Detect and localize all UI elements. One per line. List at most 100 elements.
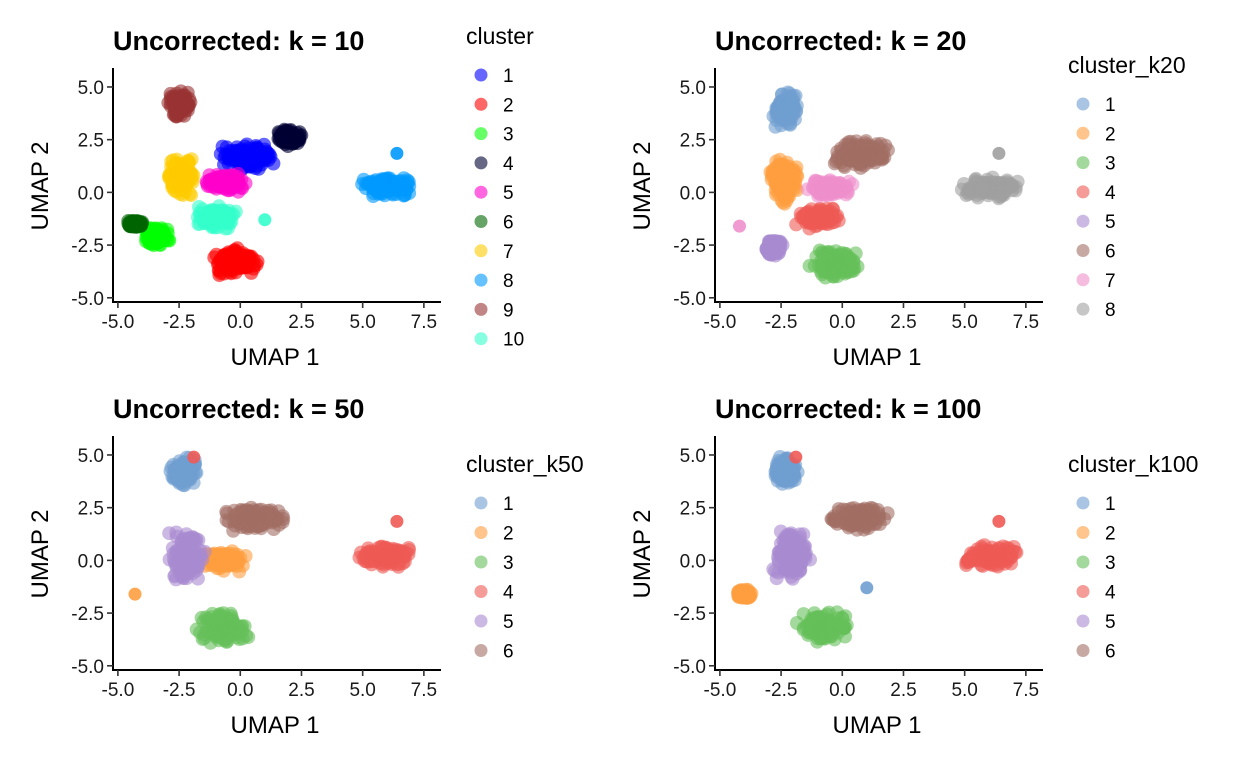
legend-label: 7 bbox=[503, 242, 514, 263]
legend-swatch bbox=[474, 614, 488, 628]
y-tick-label: 2.5 bbox=[78, 499, 104, 520]
data-point bbox=[864, 139, 879, 154]
cluster-points-3 bbox=[802, 243, 865, 285]
y-tick-label: 5.0 bbox=[78, 78, 104, 99]
legend-label: 6 bbox=[503, 213, 514, 234]
legend-swatch bbox=[474, 97, 488, 111]
y-tick-label: -5.0 bbox=[71, 657, 104, 678]
x-axis-title: UMAP 1 bbox=[231, 344, 320, 371]
legend-item-3: 3 bbox=[474, 125, 514, 146]
y-axis-title: UMAP 2 bbox=[27, 510, 54, 599]
legend-item-2: 2 bbox=[1076, 524, 1116, 545]
x-tick-label: -2.5 bbox=[765, 312, 798, 333]
outlier-point bbox=[390, 514, 404, 528]
data-point bbox=[732, 588, 747, 603]
data-point bbox=[839, 252, 854, 267]
data-point bbox=[252, 148, 267, 163]
y-tick-label: 2.5 bbox=[680, 131, 706, 152]
data-point bbox=[232, 564, 247, 579]
legend-title: cluster bbox=[466, 23, 534, 49]
cluster-points-4 bbox=[959, 538, 1024, 574]
data-point bbox=[221, 514, 236, 529]
legend-swatch bbox=[1076, 273, 1090, 287]
legend-swatch bbox=[1076, 526, 1090, 539]
data-point bbox=[176, 474, 191, 489]
scatter-points bbox=[731, 450, 1024, 649]
data-point bbox=[169, 529, 184, 544]
cluster-points-7 bbox=[800, 173, 860, 203]
legend-label: 8 bbox=[503, 271, 514, 292]
legend-item-4: 4 bbox=[1076, 183, 1116, 204]
chart-title: Uncorrected: k = 10 bbox=[113, 26, 364, 56]
data-point bbox=[826, 269, 841, 284]
cluster-points-3 bbox=[189, 606, 256, 650]
legend-label: 6 bbox=[1105, 642, 1116, 663]
data-point bbox=[819, 252, 834, 267]
x-axis-title: UMAP 1 bbox=[231, 712, 320, 739]
data-point bbox=[179, 158, 194, 173]
legend-item-2: 2 bbox=[474, 95, 514, 116]
legend-label: 2 bbox=[1105, 124, 1116, 145]
scatter-points bbox=[128, 450, 416, 650]
legend-item-4: 4 bbox=[1076, 583, 1116, 604]
data-point bbox=[129, 218, 143, 233]
x-tick-label: -5.0 bbox=[102, 312, 135, 333]
cluster-points-8 bbox=[355, 171, 417, 204]
data-point bbox=[777, 196, 792, 211]
legend-label: 9 bbox=[503, 300, 514, 321]
data-point bbox=[352, 550, 367, 565]
x-tick-label: 2.5 bbox=[288, 312, 314, 333]
legend-swatch bbox=[1076, 496, 1090, 510]
cluster-points-4 bbox=[271, 122, 309, 154]
outlier-point bbox=[733, 219, 746, 233]
data-point bbox=[266, 156, 281, 171]
data-point bbox=[208, 214, 223, 229]
data-point bbox=[870, 503, 885, 517]
cluster-points-7 bbox=[162, 152, 201, 203]
x-tick-label: 0.0 bbox=[227, 680, 253, 701]
legend-swatch bbox=[1076, 214, 1090, 228]
cluster-points-1 bbox=[766, 85, 804, 134]
x-tick-label: -2.5 bbox=[765, 680, 798, 701]
legend-swatch bbox=[1076, 156, 1090, 170]
legend-label: 6 bbox=[503, 642, 514, 663]
x-tick-label: 5.0 bbox=[951, 312, 977, 333]
cluster-points-5 bbox=[766, 524, 817, 586]
legend: 1 2 3 4 5 6 bbox=[474, 494, 514, 663]
data-point bbox=[769, 154, 784, 169]
cluster-points-2 bbox=[763, 152, 805, 211]
outlier-point bbox=[128, 587, 142, 601]
x-tick-label: 0.0 bbox=[829, 312, 855, 333]
y-tick-label: 0.0 bbox=[78, 551, 104, 572]
data-point bbox=[840, 143, 855, 157]
outlier-point bbox=[258, 213, 272, 227]
y-tick-label: -2.5 bbox=[71, 604, 104, 625]
x-tick-label: -2.5 bbox=[163, 680, 196, 701]
legend-label: 3 bbox=[503, 553, 514, 574]
x-tick-label: 0.0 bbox=[227, 312, 253, 333]
data-point bbox=[836, 619, 851, 634]
x-tick-label: 7.5 bbox=[411, 312, 437, 333]
legend-label: 2 bbox=[503, 95, 514, 116]
legend-item-5: 5 bbox=[1076, 612, 1116, 633]
legend-item-1: 1 bbox=[474, 66, 514, 87]
legend-swatch bbox=[474, 273, 488, 287]
cluster-points-6 bbox=[121, 214, 150, 234]
cluster-points-5 bbox=[759, 234, 790, 263]
legend-label: 2 bbox=[1105, 524, 1116, 545]
legend-swatch bbox=[474, 68, 488, 82]
legend-label: 4 bbox=[503, 583, 514, 604]
cluster-points-8 bbox=[954, 170, 1025, 206]
legend-item-5: 5 bbox=[474, 612, 514, 633]
legend-item-6: 6 bbox=[1076, 242, 1116, 263]
y-tick-label: -2.5 bbox=[71, 236, 104, 257]
legend-swatch bbox=[1076, 555, 1090, 569]
x-tick-label: -5.0 bbox=[102, 680, 135, 701]
cluster-points-10 bbox=[191, 199, 243, 236]
legend-label: 5 bbox=[503, 183, 514, 204]
y-tick-label: 5.0 bbox=[680, 446, 706, 467]
legend-item-6: 6 bbox=[474, 642, 514, 663]
cluster-points-3 bbox=[790, 605, 854, 649]
data-point bbox=[232, 632, 247, 647]
legend-swatch bbox=[474, 215, 488, 228]
